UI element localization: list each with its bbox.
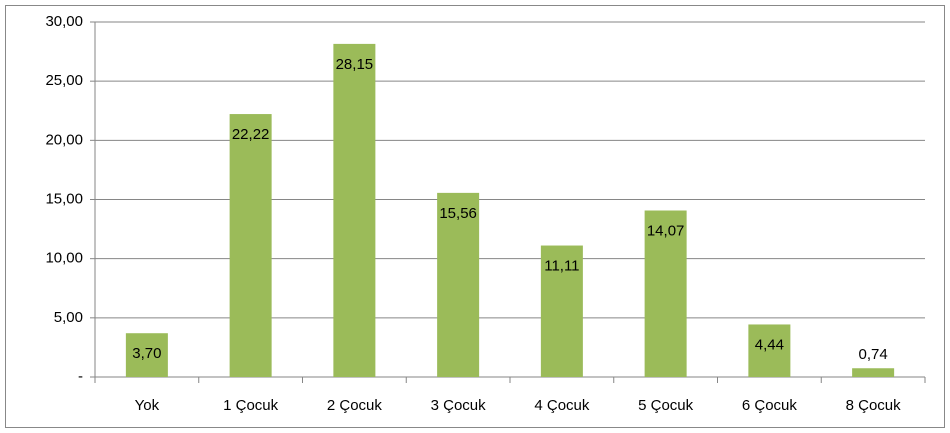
data-label: 11,11 [544, 258, 579, 275]
data-label: 4,44 [755, 336, 784, 353]
x-tick-label: 8 Çocuk [846, 397, 902, 414]
data-label: 3,70 [132, 345, 161, 362]
data-label: 15,56 [439, 205, 477, 222]
data-label: 28,15 [336, 56, 374, 73]
bar [229, 114, 272, 378]
y-tick-label: 15,00 [45, 190, 83, 207]
x-tick-label: 2 Çocuk [327, 397, 383, 414]
y-tick-label: 30,00 [45, 13, 83, 30]
bar [644, 210, 687, 377]
bar [125, 333, 168, 377]
bar [333, 43, 376, 378]
data-label: 14,07 [647, 222, 685, 239]
x-tick-label: 1 Çocuk [223, 397, 279, 414]
bar [748, 324, 791, 377]
x-tick-label: 6 Çocuk [742, 397, 798, 414]
data-label: 0,74 [859, 346, 888, 363]
x-tick-label: 4 Çocuk [534, 397, 590, 414]
x-tick-label: 3 Çocuk [431, 397, 487, 414]
x-tick-label: Yok [135, 397, 160, 414]
bar [437, 192, 480, 377]
data-label: 22,22 [232, 126, 270, 143]
y-tick-label: 10,00 [45, 250, 83, 267]
y-tick-label: 5,00 [54, 309, 83, 326]
y-tick-label: - [78, 368, 83, 385]
bar [852, 368, 895, 377]
x-tick-label: 5 Çocuk [638, 397, 694, 414]
y-tick-label: 25,00 [45, 72, 83, 89]
y-tick-label: 20,00 [45, 131, 83, 148]
bar [540, 245, 583, 377]
